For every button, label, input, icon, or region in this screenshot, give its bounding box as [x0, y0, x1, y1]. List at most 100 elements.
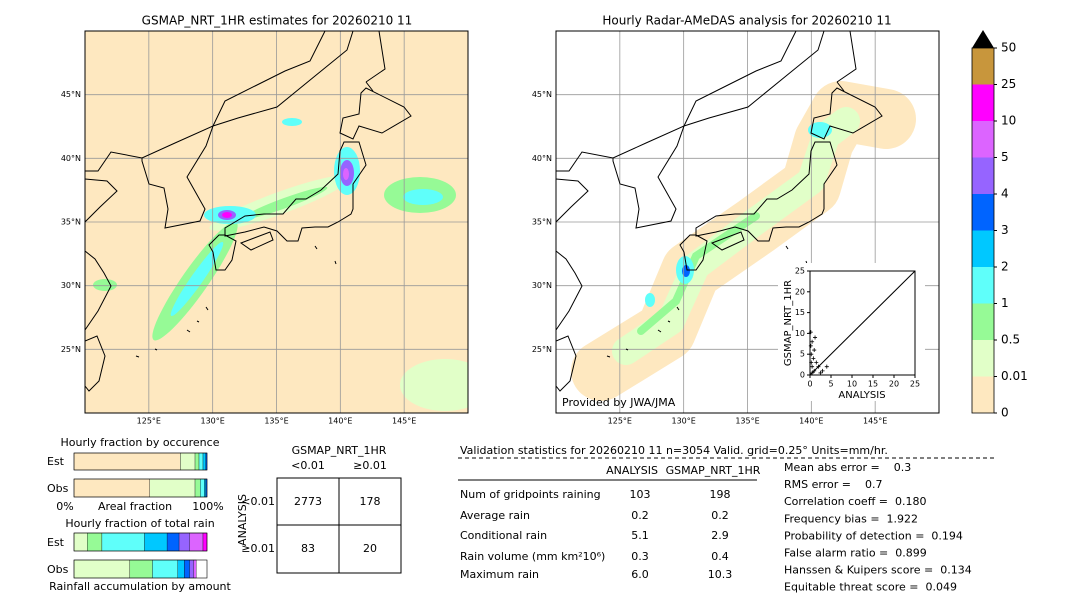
colorbar-segment: [972, 376, 994, 413]
colorbar-extension: [972, 30, 994, 48]
stat-value: 0.2: [711, 509, 729, 522]
colorbar-segment: [972, 267, 994, 304]
fraction-segment: [101, 532, 145, 552]
lon-tick-label: 140°E: [799, 417, 823, 426]
lat-tick-label: 25°N: [532, 345, 552, 354]
fraction-segment: [189, 559, 194, 579]
fraction-segment: [193, 559, 197, 579]
fraction-segment: [194, 478, 201, 498]
point: [810, 339, 815, 344]
point: [808, 330, 813, 335]
stat-label: Average rain: [460, 509, 530, 522]
stat-value: 5.1: [631, 529, 649, 542]
fraction-segment: [144, 532, 168, 552]
map-estimate: [84, 30, 469, 414]
colorbar: 0 0.01 0.5 1 2 3 4 5 10 25 50: [971, 30, 1028, 420]
lat-tick-label: 25°N: [61, 345, 81, 354]
stat-value: 198: [710, 488, 731, 501]
point: [810, 364, 815, 369]
scatter-inset: 0 5 10 15 20 25 0 5 10 15 20 25: [795, 267, 920, 389]
colorbar-segment: [972, 340, 994, 377]
fraction-segment: [202, 532, 208, 552]
row-label: ≥0.01: [241, 542, 275, 555]
colorbar-segment: [972, 84, 994, 121]
stat-label: Num of gridpoints raining: [460, 488, 601, 501]
score: Hanssen & Kuipers score = 0.134: [784, 564, 972, 577]
row-title: ANALYSIS: [236, 494, 249, 546]
bar-frame: [73, 559, 208, 579]
lon-tick-label: 135°E: [735, 417, 759, 426]
row-label: Obs: [47, 563, 69, 576]
colorbar-label: 5: [1001, 150, 1009, 164]
point: [818, 370, 823, 375]
colorbar-label: 0.5: [1001, 333, 1020, 347]
lon-tick-label: 130°E: [201, 417, 225, 426]
row-label: Est: [47, 455, 65, 468]
lon-tick-label: 145°E: [392, 417, 416, 426]
row-label: Est: [47, 536, 65, 549]
cell: 20: [363, 542, 377, 555]
x-tick-label: 20: [889, 380, 899, 389]
score: False alarm ratio = 0.899: [784, 547, 927, 560]
caption: Rainfall accumulation by amount: [49, 580, 231, 593]
stat-value: 103: [630, 488, 651, 501]
fraction-segment: [202, 452, 206, 471]
x-tick-label: 25: [910, 380, 920, 389]
lat-tick-label: 45°N: [532, 90, 552, 99]
point: [808, 343, 813, 348]
stat-value: 0.4: [711, 550, 729, 563]
fraction-segment: [166, 532, 180, 552]
fraction-segment: [149, 478, 196, 498]
score: Probability of detection = 0.194: [784, 529, 963, 542]
score: Correlation coeff = 0.180: [784, 495, 926, 508]
fraction-bars: Est Obs Est Obs: [47, 452, 208, 579]
lat-tick-label: 40°N: [532, 154, 552, 163]
cell: 178: [360, 495, 381, 508]
fraction-segment: [87, 532, 103, 552]
point: [814, 360, 819, 365]
colorbar-label: 1: [1001, 296, 1009, 310]
y-tick-label: 0: [800, 371, 805, 380]
fraction-segment: [180, 452, 196, 471]
score: RMS error = 0.7: [784, 478, 882, 491]
colorbar-label: 0.01: [1001, 369, 1028, 383]
point: [820, 368, 825, 373]
fraction-segment: [194, 452, 200, 471]
stat-value: 10.3: [708, 568, 733, 581]
stat-value: 2.9: [711, 529, 729, 542]
bar-frame: [73, 532, 208, 552]
fraction-segment: [189, 532, 204, 552]
colorbar-label: 4: [1001, 187, 1009, 201]
credit: Provided by JWA/JMA: [562, 396, 676, 409]
fraction-segment: [73, 532, 88, 552]
point: [809, 352, 814, 357]
map-title: GSMAP_NRT_1HR estimates for 20260210 11: [142, 14, 413, 28]
cell: 83: [301, 542, 315, 555]
fraction-segment: [178, 532, 190, 552]
colorbar-segment: [972, 121, 994, 158]
y-tick-label: 25: [795, 267, 805, 276]
lat-tick-label: 40°N: [61, 154, 81, 163]
colorbar-segment: [972, 48, 994, 85]
axis-label: 0%: [56, 500, 73, 513]
row-label: Obs: [47, 482, 69, 495]
colorbar-label: 2: [1001, 260, 1009, 274]
y-tick-label: 10: [795, 329, 805, 338]
stat-value: 0.2: [631, 509, 649, 522]
column-header: GSMAP_NRT_1HR: [666, 464, 761, 477]
colorbar-label: 3: [1001, 223, 1009, 237]
y-tick-label: 20: [795, 287, 805, 296]
lon-tick-label: 125°E: [608, 417, 632, 426]
point: [816, 364, 821, 369]
lon-tick-label: 130°E: [672, 417, 696, 426]
point: [812, 348, 817, 353]
point: [824, 364, 829, 369]
point: [810, 370, 815, 375]
colorbar-segment: [972, 303, 994, 340]
column-title: GSMAP_NRT_1HR: [292, 444, 387, 457]
fraction-segment: [198, 452, 204, 471]
stat-value: 0.3: [631, 550, 649, 563]
validation-statistics: Validation statistics for 20260210 11 n=…: [458, 444, 997, 594]
validation-title: Validation statistics for 20260210 11 n=…: [460, 444, 888, 457]
